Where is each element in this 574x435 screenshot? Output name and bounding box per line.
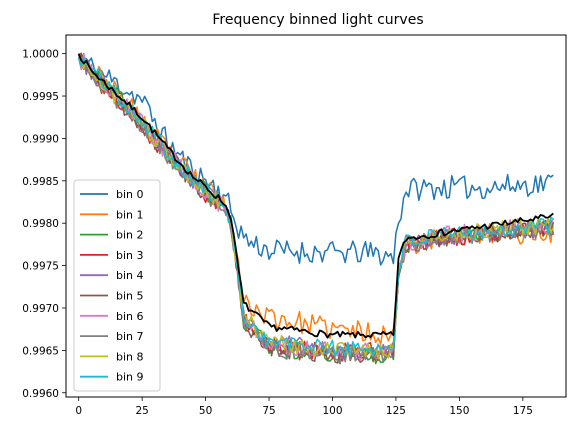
x-tick-label: 100 [322,405,342,417]
y-tick-label: 0.9975 [22,261,59,273]
x-tick-label: 0 [75,405,82,417]
series-layer [77,52,555,365]
x-tick-label: 75 [262,405,275,417]
y-axis: 0.9960 0.9965 0.9970 0.9975 0.9980 0.9985 0.99… [22,49,66,400]
legend-label-bin-0: bin 0 [116,188,144,201]
y-tick-label: 0.9970 [22,303,59,315]
y-tick-label: 0.9980 [22,218,59,230]
legend-label-bin-5: bin 5 [116,290,144,303]
x-tick-label: 125 [386,405,406,417]
series-line-mean [77,53,554,339]
x-tick-label: 175 [513,405,533,417]
legend: bin 0 bin 1 bin 2 bin 3 bin 4 bin 5 bin 6 bin 7… [73,179,161,392]
y-tick-label: 0.9990 [22,133,59,145]
legend-label-bin-4: bin 4 [116,269,144,282]
legend-label-bin-2: bin 2 [116,229,144,242]
y-tick-label: 0.9995 [22,91,59,103]
chart-title: Frequency binned light curves [212,12,423,28]
x-axis: 0 25 50 75 100 125 150 175 [75,397,533,417]
legend-label-bin-6: bin 6 [116,310,144,323]
x-tick-label: 50 [199,405,212,417]
legend-label-bin-7: bin 7 [116,330,144,343]
y-tick-label: 0.9985 [22,176,59,188]
x-tick-label: 150 [449,405,469,417]
legend-label-bin-3: bin 3 [116,249,144,262]
legend-box [73,179,161,392]
legend-label-bin-1: bin 1 [116,208,144,221]
x-tick-label: 25 [135,405,148,417]
y-tick-label: 0.9965 [22,345,59,357]
y-tick-label: 1.0000 [22,49,59,61]
legend-label-bin-8: bin 8 [116,350,144,363]
plot-frame [65,34,567,398]
y-tick-label: 0.9960 [22,388,59,400]
legend-label-bin-9: bin 9 [116,371,144,384]
